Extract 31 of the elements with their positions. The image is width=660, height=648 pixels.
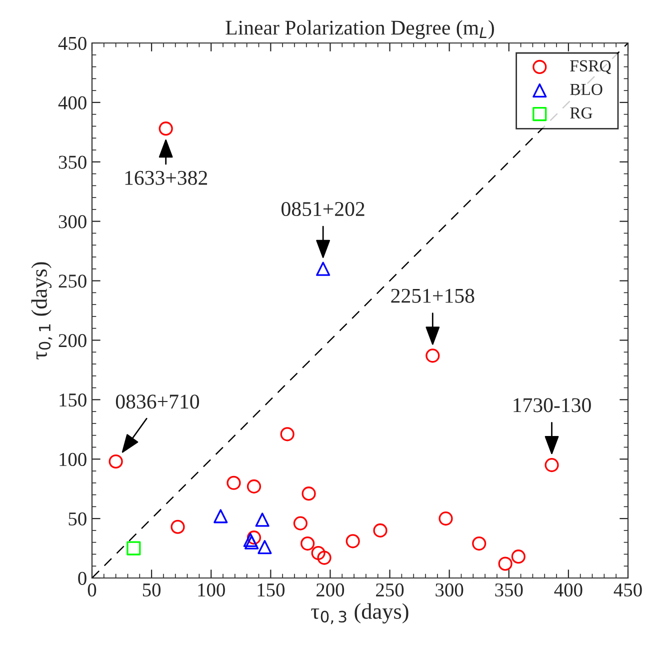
y-tick-label: 50 <box>68 512 86 526</box>
y-tick-label: 250 <box>58 274 86 288</box>
legend-label: FSRQ <box>570 60 612 74</box>
x-tick-label: 0 <box>88 583 96 597</box>
x-tick-label: 100 <box>198 583 225 597</box>
y-axis-title: τ$_{0,1}$ (days) <box>31 262 52 360</box>
x-tick-label: 300 <box>436 583 464 597</box>
x-tick-label: 450 <box>614 583 642 597</box>
chart-title: Linear Polarization Degree (m$_{L}$) <box>226 20 494 40</box>
x-axis-title: τ$_{0,3}$ (days) <box>311 603 408 624</box>
y-tick-label: 350 <box>58 156 86 169</box>
y-tick-label: 150 <box>60 393 86 407</box>
x-tick-label: 250 <box>376 583 404 597</box>
y-tick-label: 200 <box>58 334 86 348</box>
y-tick-label: 450 <box>58 36 86 50</box>
legend-label: BLO <box>570 84 602 96</box>
annotation: 0836+710 <box>116 394 200 409</box>
annotation: 1730-130 <box>514 398 591 412</box>
y-tick-label: 100 <box>60 452 86 466</box>
x-tick-label: 400 <box>554 583 582 597</box>
x-tick-label: 50 <box>142 583 161 597</box>
annotation: 0851+202 <box>282 202 364 216</box>
x-tick-label: 150 <box>258 583 285 597</box>
legend-label: RG <box>570 107 592 119</box>
x-tick-label: 350 <box>495 583 523 597</box>
y-tick-label: 400 <box>58 96 86 110</box>
annotation: 1633+382 <box>125 170 208 185</box>
x-tick-label: 200 <box>316 583 344 597</box>
annotation: 2251+158 <box>391 288 474 303</box>
y-tick-label: 300 <box>58 215 86 228</box>
y-tick-label: 0 <box>78 572 86 585</box>
